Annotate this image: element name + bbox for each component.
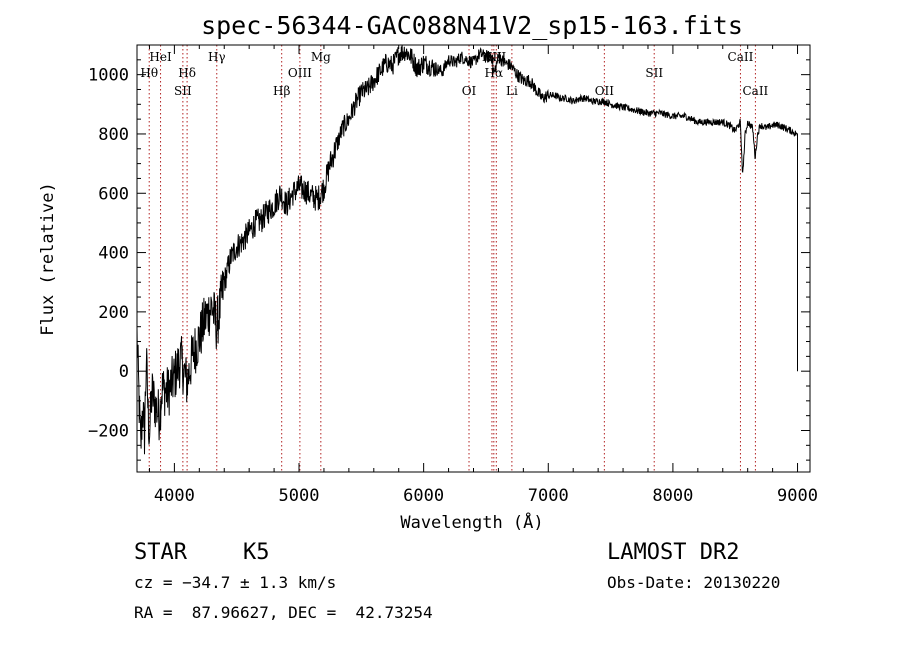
spectral-line-label: OII <box>595 84 615 98</box>
ra-dec-readout: RA = 87.96627, DEC = 42.73254 <box>134 603 433 622</box>
spectral-line-label: CaII <box>728 50 754 64</box>
y-tick-label: −200 <box>88 421 129 441</box>
spectral-line-label: SII <box>645 66 663 80</box>
ticks-layer <box>137 45 810 472</box>
spectral-line-label: Hγ <box>208 50 226 64</box>
spectral-line-label: Li <box>506 84 518 98</box>
redshift-readout: cz = −34.7 ± 1.3 km/s <box>134 573 336 592</box>
y-tick-label: 800 <box>98 125 129 145</box>
y-tick-label: 400 <box>98 244 129 264</box>
spectral-line-label: Hδ <box>178 66 196 80</box>
object-class: STAR <box>134 540 188 565</box>
spectrum-series-line <box>136 45 798 455</box>
spectral-line-label: CaII <box>742 84 768 98</box>
x-tick-label: 5000 <box>279 486 320 506</box>
spectral-line-label: Mg <box>311 50 331 64</box>
x-tick-label: 7000 <box>528 486 569 506</box>
y-tick-label: 0 <box>119 362 129 382</box>
x-axis-label: Wavelength (Å) <box>400 511 543 533</box>
x-tick-label: 6000 <box>403 486 444 506</box>
y-tick-labels: −200 0 200 400 600 800 1000 <box>88 66 129 442</box>
x-tick-label: 9000 <box>777 486 818 506</box>
spectral-line-label: OIII <box>288 66 312 80</box>
x-tick-label: 4000 <box>154 486 195 506</box>
spectral-line-label: HeI <box>149 50 172 64</box>
spectral-line-label: Hβ <box>273 84 290 98</box>
y-tick-label: 1000 <box>88 66 129 86</box>
obs-date: Obs-Date: 20130220 <box>607 573 780 592</box>
spectral-line-label: OI <box>462 84 477 98</box>
spectrum-layer <box>136 45 798 455</box>
spectral-line-label: SII <box>174 84 192 98</box>
x-tick-labels: 4000 5000 6000 7000 8000 9000 <box>154 486 818 506</box>
y-tick-label: 600 <box>98 184 129 204</box>
plot-frame <box>136 44 811 473</box>
survey-name: LAMOST DR2 <box>607 540 739 565</box>
y-tick-label: 200 <box>98 303 129 323</box>
spectral-line-label: Hθ <box>140 66 158 80</box>
x-tick-label: 8000 <box>652 486 693 506</box>
chart-title: spec-56344-GAC088N41V2_sp15-163.fits <box>201 11 743 40</box>
y-axis-label: Flux (relative) <box>38 182 58 336</box>
object-subclass: K5 <box>243 540 270 565</box>
